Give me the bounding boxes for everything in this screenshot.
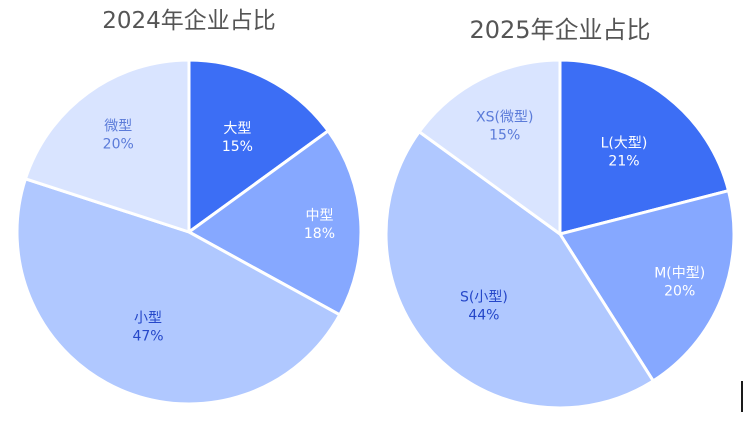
slice-category-label: XS(微型) <box>476 109 533 125</box>
pie-slice <box>384 130 655 410</box>
pie-slice <box>417 58 562 236</box>
pie-slice <box>15 177 342 406</box>
slice-category-label: M(中型) <box>654 265 705 281</box>
chart-title-2025: 2025年企业占比 <box>469 16 650 44</box>
pie-slice <box>187 58 330 234</box>
slice-percent-label: 18% <box>304 226 335 242</box>
pie-labels-2024: 大型 15% 中型 18% 小型 47% 微型 20% <box>103 119 335 345</box>
slice-percent-label: 44% <box>468 307 499 323</box>
pie-slice <box>558 58 731 236</box>
slice-percent-label: 15% <box>222 139 253 155</box>
slice-percent-label: 20% <box>103 137 134 153</box>
pie-slice <box>187 129 363 317</box>
pie-chart-2025: 2025年企业占比 L(大型) 21% M(中型) 20% S(小型) 44% XS(微型)… <box>384 16 736 410</box>
slice-category-label: S(小型) <box>460 289 508 305</box>
pie-chart-2024: 2024年企业占比 大型 15% 中型 18% 小型 47% 微型 20% <box>15 8 363 406</box>
slice-percent-label: 20% <box>664 283 695 299</box>
slice-category-label: 中型 <box>305 208 333 224</box>
pie-slices-2025 <box>384 58 736 410</box>
slice-category-label: 微型 <box>104 119 132 135</box>
slice-category-label: 小型 <box>134 311 162 327</box>
slice-percent-label: 15% <box>489 127 520 143</box>
slice-percent-label: 21% <box>608 154 639 170</box>
edge-marker <box>741 381 743 412</box>
slice-category-label: 大型 <box>223 121 251 137</box>
pie-slices-2024 <box>15 58 363 406</box>
slice-percent-label: 47% <box>132 329 163 345</box>
pie-labels-2025: L(大型) 21% M(中型) 20% S(小型) 44% XS(微型) 15% <box>460 109 705 323</box>
pie-slice <box>558 189 736 383</box>
pie-slice <box>23 58 191 234</box>
chart-title-2024: 2024年企业占比 <box>102 8 276 34</box>
slice-category-label: L(大型) <box>601 136 648 152</box>
